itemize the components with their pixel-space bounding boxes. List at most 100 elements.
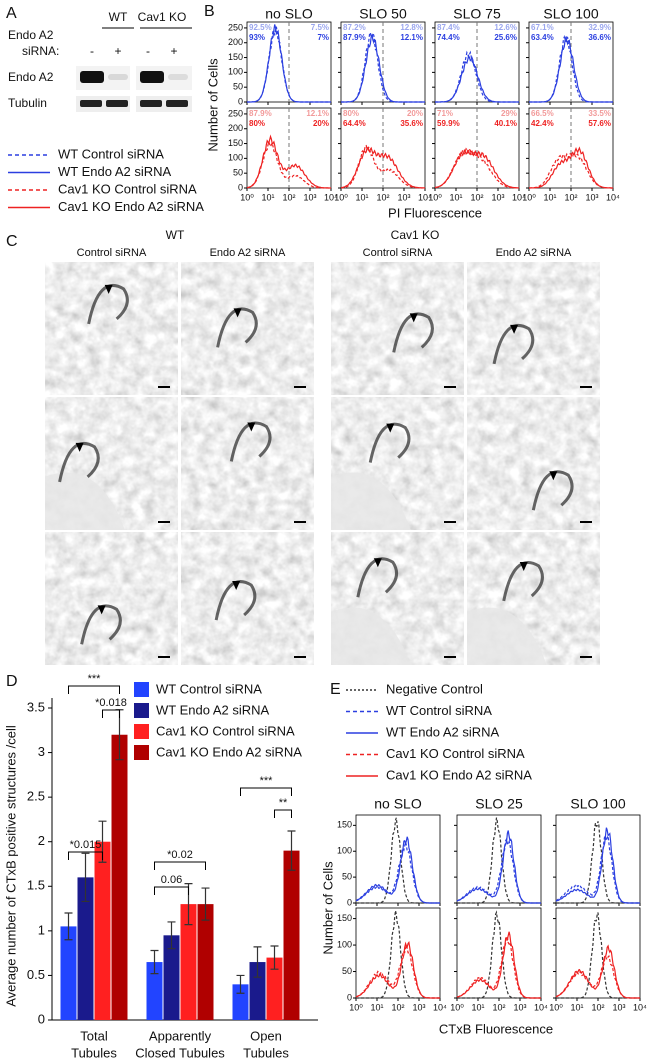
column-title: no SLO: [374, 796, 422, 812]
error-bar: [64, 912, 73, 941]
band: [166, 100, 188, 107]
percent-label: 66.5%: [531, 109, 554, 118]
x-tick-label: 10³: [585, 192, 598, 202]
legend-swatch: [134, 682, 149, 697]
x-tick-label: 10²: [470, 192, 483, 202]
x-tick-label: 10⁴: [633, 1002, 647, 1012]
significance-label: **: [279, 797, 288, 809]
y-tick-label: 2.5: [27, 789, 45, 804]
column-title: SLO 100: [570, 796, 625, 812]
panel-label: A: [6, 5, 17, 22]
x-tick-label: 10⁰: [240, 192, 254, 202]
percent-label: 33.5%: [588, 109, 611, 118]
bar: [266, 957, 283, 1020]
percent-label: 32.9%: [588, 23, 611, 32]
percent-label: 93%: [249, 33, 265, 42]
significance-bracket: [240, 787, 292, 796]
y-tick-label: 3: [38, 744, 45, 759]
x-tick-label: 10¹: [355, 192, 368, 202]
histogram-curve: [456, 830, 541, 904]
histogram-curve: [555, 827, 640, 904]
percent-label: 80%: [343, 109, 359, 118]
error-bar: [287, 830, 296, 871]
sirna-sign: +: [114, 44, 121, 58]
y-tick-label: 0: [238, 96, 243, 106]
panel-label: E: [330, 681, 341, 698]
micrograph: [45, 262, 178, 395]
y-tick-label: 200: [228, 123, 243, 133]
significance-label: *0.02: [167, 849, 193, 861]
histogram-curve: [529, 146, 613, 189]
x-tick-label: 10⁰: [549, 1002, 563, 1012]
histogram-curve: [456, 935, 541, 999]
x-tick-label: 10³: [397, 192, 410, 202]
membrane: [368, 422, 411, 463]
percent-label: 64.4%: [343, 119, 366, 128]
y-tick-label: 1: [38, 922, 45, 937]
y-tick-label: 250: [228, 108, 243, 118]
band: [106, 100, 128, 107]
percent-label: 87.4%: [437, 23, 460, 32]
micrograph: [181, 532, 314, 665]
arrowhead: [510, 324, 519, 334]
panel-label: B: [204, 3, 215, 20]
bar: [163, 935, 180, 1020]
y-tick-label: 0.5: [27, 967, 45, 982]
membrane: [356, 557, 399, 598]
percent-label: 42.4%: [531, 119, 554, 128]
membrane: [531, 470, 574, 511]
histogram-curve: [355, 841, 440, 904]
histogram-curve: [355, 836, 440, 904]
band: [168, 74, 188, 80]
bar: [60, 926, 77, 1020]
significance-bracket: [68, 851, 103, 860]
percent-label: 71%: [437, 109, 453, 118]
x-tick-label: 10¹: [543, 192, 556, 202]
x-tick-label: Apparently: [149, 1028, 212, 1043]
arrowhead: [247, 422, 256, 432]
legend-label: WT Endo A2 siRNA: [58, 164, 172, 179]
percent-label: 92.5%: [249, 23, 272, 32]
micrograph: [45, 532, 178, 665]
column-label: Control siRNA: [77, 247, 147, 259]
x-tick-label: 10⁰: [349, 1002, 363, 1012]
x-tick-label: Open: [250, 1028, 282, 1043]
legend-label: Cav1 KO Endo A2 siRNA: [156, 744, 302, 759]
y-tick-label: 200: [228, 37, 243, 47]
x-tick-label: 10⁴: [324, 192, 338, 202]
y-tick-label: 50: [342, 966, 352, 976]
plot-frame: [456, 907, 542, 999]
percent-label: 12.8%: [400, 23, 423, 32]
micrograph: [331, 262, 464, 395]
arrowhead: [232, 581, 241, 591]
significance-label: *0.018: [95, 697, 127, 709]
band: [140, 71, 164, 83]
histogram-curve: [434, 149, 519, 189]
bar: [111, 734, 128, 1020]
x-tick-label: 10¹: [570, 1002, 583, 1012]
error-bar: [81, 852, 90, 903]
histogram-curve: [435, 54, 519, 103]
blot-label: Endo A2: [8, 70, 54, 84]
x-tick-label: 10¹: [471, 1002, 484, 1012]
plot-frame: [456, 814, 542, 904]
panel-label: C: [6, 233, 18, 250]
y-tick-label: 150: [228, 52, 243, 62]
x-tick-label: 10²: [564, 192, 577, 202]
x-tick-label: 10³: [491, 192, 504, 202]
background-region: [45, 472, 125, 530]
legend-label: Cav1 KO Control siRNA: [386, 746, 525, 761]
percent-label: 7%: [317, 33, 329, 42]
y-tick-label: 100: [228, 153, 243, 163]
x-tick-label: 10³: [412, 1002, 425, 1012]
membrane: [229, 421, 272, 462]
x-tick-label: 10²: [282, 192, 295, 202]
axis-title: Number of Cells: [205, 58, 220, 152]
band: [108, 74, 128, 80]
error-bar: [167, 921, 176, 950]
background-region: [331, 472, 411, 530]
percent-label: 57.6%: [588, 119, 611, 128]
x-tick-label: 10²: [591, 1002, 604, 1012]
x-tick-label: 10³: [612, 1002, 625, 1012]
histogram-curve: [340, 146, 426, 189]
